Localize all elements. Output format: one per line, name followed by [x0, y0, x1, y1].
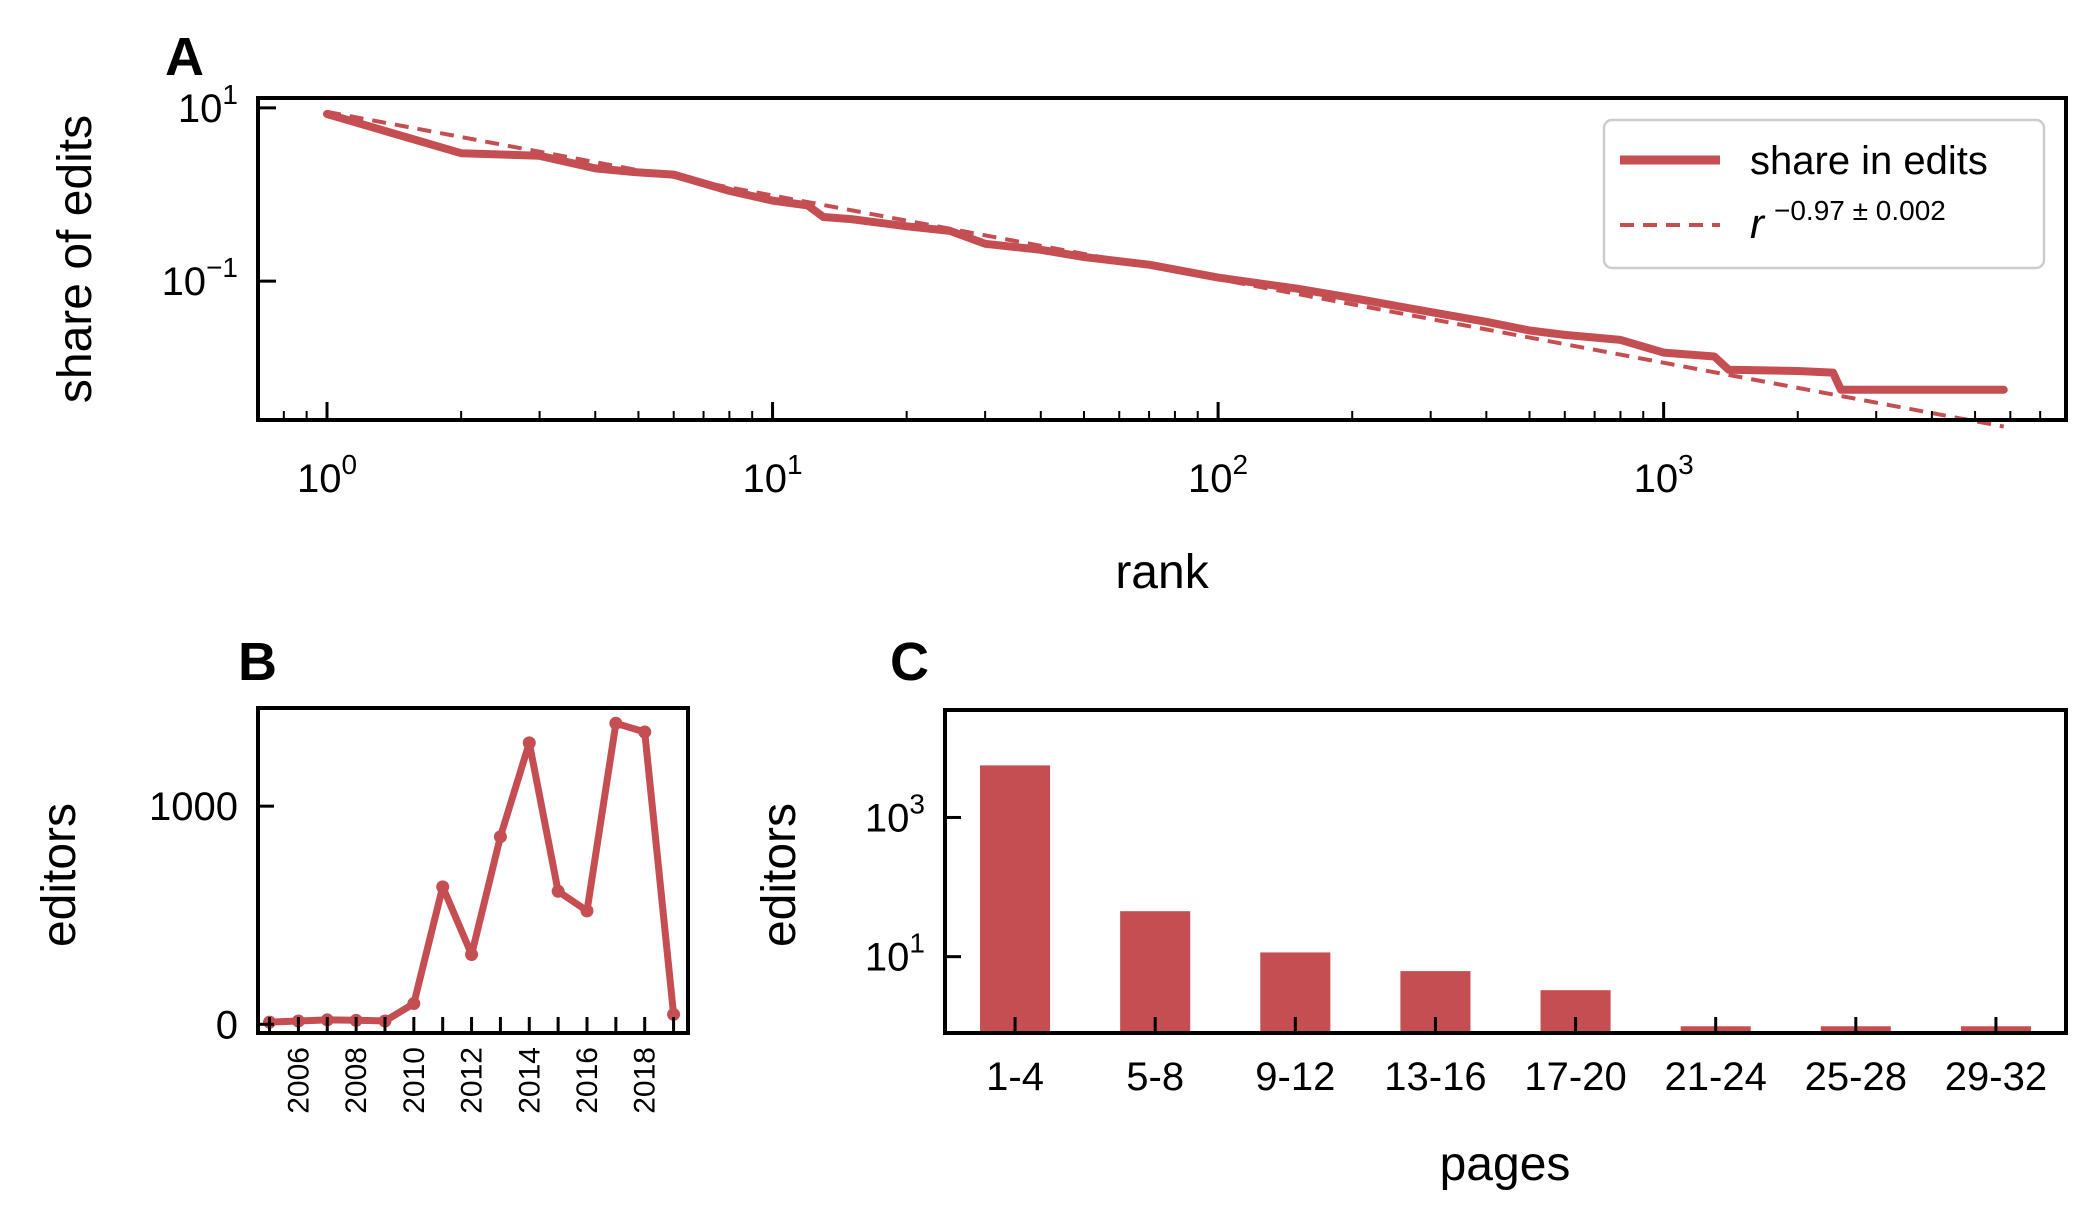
panel-b-xtick-label: 2014: [513, 1047, 546, 1114]
legend-label-share: share in edits: [1750, 139, 1988, 183]
panel-b-xtick-label: 2018: [629, 1047, 662, 1114]
panel-a-ylabel: share of edits: [49, 115, 102, 403]
panel-c-xtick-label: 17-20: [1524, 1055, 1626, 1099]
panel-b-xtick-label: 2006: [282, 1047, 315, 1114]
panel-c-plot-area: [980, 765, 2031, 1033]
panel-a-xtick-label: 100: [297, 449, 357, 501]
panel-c-ticks: 1-4 5-8 9-12 13-16 17-20 21-24 25-28 29-32 103 10…: [865, 788, 2047, 1099]
panel-b-ticks: 2006 2008 2010 2012 2014 2016 2018 0 1000: [149, 785, 676, 1114]
panel-c-xtick-label: 1-4: [986, 1055, 1044, 1099]
panel-b-ytick-label: 1000: [149, 785, 238, 829]
series-editors-per-year: [269, 719, 678, 1026]
panel-a-plot-area: [323, 109, 2008, 429]
panel-c-xtick-label: 29-32: [1945, 1055, 2047, 1099]
panel-a-legend: share in edits r −0.97 ± 0.002: [1602, 118, 2046, 270]
legend-fit-exponent: −0.97 ± 0.002: [1774, 195, 1946, 226]
data-point-2018: [638, 725, 652, 739]
panel-a-xlabel: rank: [1115, 546, 1209, 599]
panel-c-ytick-label: 103: [865, 788, 925, 840]
data-point-2010: [407, 997, 421, 1011]
panel-b-xtick-label: 2010: [398, 1047, 431, 1114]
panel-b-xtick-label: 2016: [571, 1047, 604, 1114]
panel-c-ylabel: editors: [753, 803, 806, 947]
panel-c-xtick-label: 25-28: [1805, 1055, 1907, 1099]
panel-b-ytick-label: 0: [216, 1003, 238, 1047]
panel-b-editors-per-year: 2006 2008 2010 2012 2014 2016 2018 0 1000 editor…: [33, 706, 690, 1114]
panel-c-xtick-label: 21-24: [1665, 1055, 1767, 1099]
panel-b-plot-area: [263, 716, 681, 1029]
panel-a-xtick-label: 101: [743, 449, 803, 501]
data-point-2017: [609, 716, 623, 730]
data-point-2013: [493, 830, 507, 844]
panel-letter-c: C: [890, 632, 929, 692]
panel-letter-b: B: [238, 632, 277, 692]
panel-a-xtick-label: 103: [1634, 449, 1694, 501]
data-point-2011: [436, 880, 450, 894]
data-point-2014: [522, 736, 536, 750]
panel-a-ytick-label: 101: [178, 79, 238, 131]
data-point-2012: [465, 947, 479, 961]
panel-b-xtick-label: 2008: [340, 1047, 373, 1114]
panel-a-xtick-label: 102: [1188, 449, 1248, 501]
panel-c-xlabel: pages: [1440, 1138, 1571, 1191]
panel-c-xtick-label: 5-8: [1126, 1055, 1184, 1099]
panel-letter-a: A: [165, 27, 204, 87]
panel-c-frame: [943, 708, 2068, 1035]
data-point-2019: [667, 1007, 681, 1021]
panel-b-ylabel: editors: [33, 803, 86, 947]
panel-b-xtick-label: 2012: [456, 1047, 489, 1114]
data-point-2016: [580, 904, 594, 918]
panel-b-frame: [256, 706, 690, 1035]
panel-a-frame: [256, 96, 2068, 422]
legend-fit-base: r: [1750, 200, 1766, 247]
bar-1-4: [980, 765, 1051, 1033]
panel-c-ytick-label: 101: [865, 928, 925, 980]
panel-a-ytick-label: 10−1: [162, 252, 238, 304]
panel-c-xtick-label: 9-12: [1255, 1055, 1335, 1099]
data-point-2015: [551, 884, 565, 898]
panel-a-ticks: 100 101 102 103 101 10−1: [162, 79, 2067, 501]
panel-c-pages-histogram: 1-4 5-8 9-12 13-16 17-20 21-24 25-28 29-32 103 10…: [753, 708, 2068, 1191]
panel-c-xtick-label: 13-16: [1384, 1055, 1486, 1099]
bar-5-8: [1120, 911, 1191, 1033]
series-power-law-fit: [326, 109, 2005, 429]
